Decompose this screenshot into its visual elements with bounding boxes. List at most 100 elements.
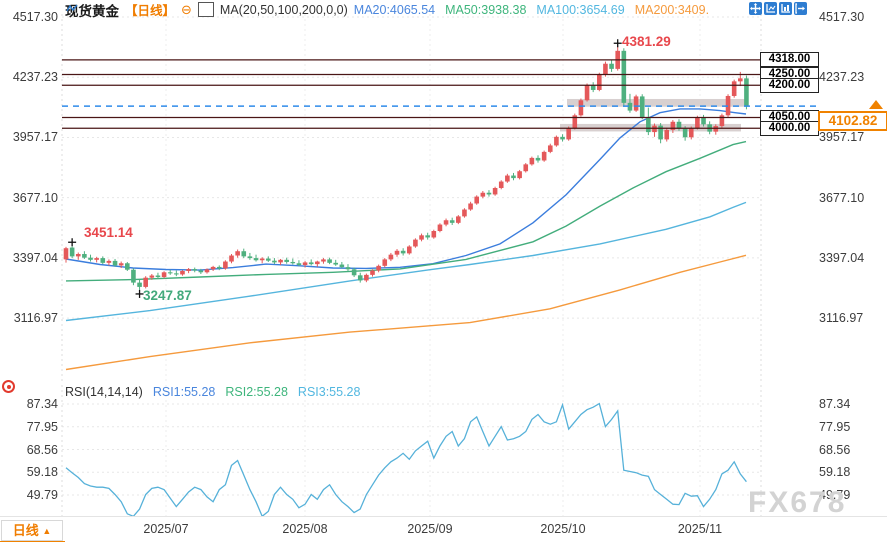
candle — [474, 196, 480, 204]
candle — [560, 136, 565, 140]
month-label: 2025/11 — [677, 522, 723, 536]
rsi-tick-right: 59.18 — [819, 465, 851, 480]
candle — [554, 136, 559, 146]
rsi-chart-canvas[interactable] — [0, 383, 887, 516]
rsi-tick-right: 68.56 — [819, 442, 851, 457]
candle — [627, 102, 633, 111]
candle — [590, 85, 596, 90]
ma-values: MA20:4065.54 MA50:3938.38 MA100:3654.69 MA2… — [354, 3, 719, 17]
candle — [517, 171, 522, 179]
legend-item: MA200:3409. — [634, 2, 710, 17]
candle — [621, 50, 627, 103]
sr-price-label: 4000.00 — [760, 120, 819, 136]
price-tick-left: 4517.30 — [12, 10, 58, 24]
month-label: 2025/09 — [407, 522, 453, 536]
candle — [235, 251, 240, 256]
candle — [443, 220, 449, 225]
rsi-tick-right: 49.79 — [819, 487, 851, 502]
candle — [505, 175, 510, 182]
candle — [241, 251, 247, 257]
candle — [296, 263, 302, 265]
collapse-panel-icon[interactable] — [794, 2, 807, 15]
candle — [492, 188, 498, 195]
candle — [676, 121, 682, 129]
time-axis: 日线 ▲ 2025/07 2025/08 2025/09 2025/10 2025/11 — [0, 516, 887, 542]
price-annotation: 3247.87 — [143, 288, 192, 303]
candle — [486, 192, 492, 195]
period-tab-daily[interactable]: 日线 ▲ — [1, 520, 63, 541]
candle — [731, 81, 737, 96]
candle — [63, 248, 69, 260]
candle — [406, 246, 412, 254]
symbol-name: 现货黄金 — [65, 3, 119, 19]
rsi-tick-left: 49.79 — [26, 487, 58, 502]
candle — [345, 267, 351, 270]
candle — [204, 269, 210, 273]
candle — [701, 117, 706, 125]
candle — [670, 121, 676, 130]
candle — [413, 239, 418, 247]
candle — [333, 262, 339, 265]
candle — [118, 263, 124, 266]
candle — [69, 247, 75, 257]
price-tick-left: 3397.04 — [12, 250, 58, 265]
price-scale-icon[interactable] — [764, 2, 777, 15]
candle — [265, 258, 271, 261]
candle — [578, 100, 584, 116]
collapse-icon[interactable]: ⊖ — [181, 1, 192, 17]
candle — [541, 151, 547, 161]
time-scale-icon[interactable] — [779, 2, 792, 15]
candle — [400, 250, 406, 254]
rsi-line — [65, 402, 747, 516]
candle — [468, 203, 473, 210]
candle — [229, 255, 234, 262]
candle — [100, 258, 106, 263]
candle — [284, 259, 289, 262]
rsi-tick-right: 87.34 — [819, 397, 851, 411]
ma-line-ma200 — [65, 254, 747, 371]
legend-item: RSI1:55.28 — [152, 385, 216, 399]
candle — [370, 270, 375, 275]
candle — [523, 164, 529, 172]
candle — [88, 257, 93, 260]
candle — [498, 181, 504, 189]
candle — [437, 224, 443, 232]
candle — [456, 216, 461, 223]
candle — [321, 259, 326, 262]
candle — [180, 271, 185, 275]
current-price-tag: 4102.82 — [818, 111, 887, 131]
candle — [382, 259, 388, 266]
candle — [357, 275, 363, 281]
candle — [425, 235, 430, 238]
candle — [131, 269, 136, 283]
price-tick-right: 3677.10 — [819, 190, 865, 205]
legend-item: MA100:3654.69 — [536, 2, 625, 17]
price-up-arrow-icon — [869, 100, 883, 109]
indicator-target-icon[interactable] — [2, 380, 15, 393]
period-tag[interactable]: 【日线】 — [125, 4, 176, 18]
legend-item: RSI3:55.28 — [297, 385, 361, 399]
candle — [695, 117, 700, 129]
candle — [547, 145, 553, 152]
main-chart-canvas[interactable] — [0, 0, 887, 383]
candle — [137, 282, 142, 287]
indicator-chart-icon[interactable] — [66, 2, 214, 17]
legend-item: MA50:3938.38 — [445, 2, 527, 17]
price-tick-right: 3957.17 — [819, 130, 865, 145]
candle — [192, 269, 198, 271]
candle — [688, 128, 694, 138]
pan-tool-icon[interactable] — [749, 2, 762, 15]
candle — [75, 254, 81, 257]
candle — [603, 63, 608, 75]
candle — [572, 115, 578, 129]
sr-price-label: 4200.00 — [760, 77, 819, 93]
candle — [253, 258, 259, 261]
month-label: 2025/08 — [282, 522, 328, 536]
price-tick-right: 3397.04 — [819, 250, 865, 265]
candle — [597, 74, 602, 90]
rsi-tick-left: 87.34 — [26, 397, 58, 411]
legend-item: RSI2:55.28 — [225, 385, 288, 399]
candle — [327, 259, 332, 263]
candle — [315, 261, 320, 265]
candle — [376, 265, 381, 271]
